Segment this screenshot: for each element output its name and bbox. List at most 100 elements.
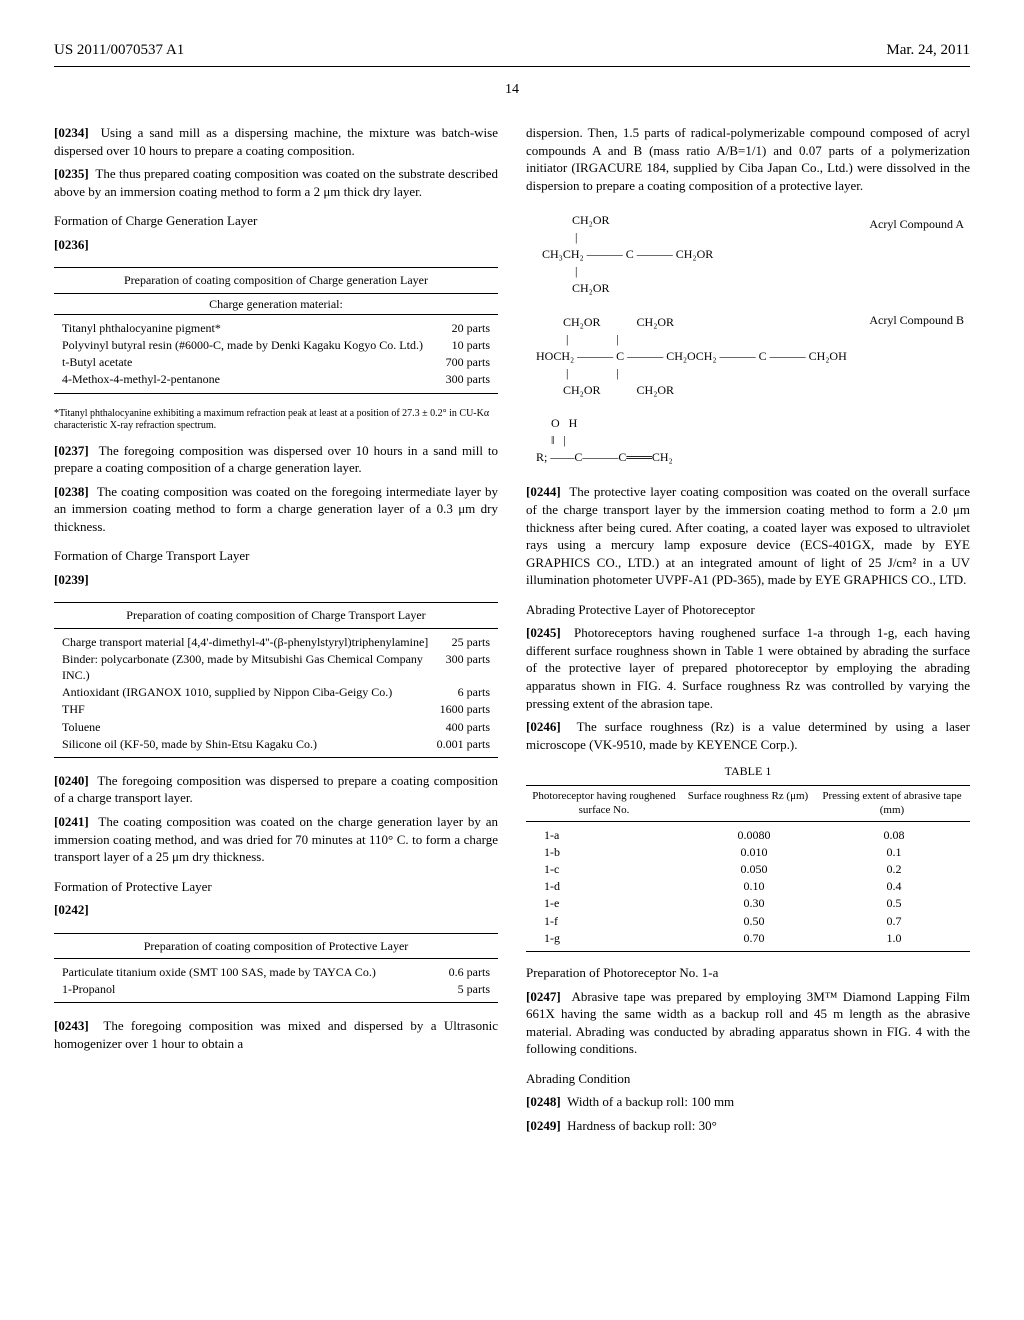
cell: THF (62, 701, 440, 717)
cell: 4-Methox-4-methyl-2-pentanone (62, 371, 446, 387)
paragraph: [0236] (54, 236, 498, 254)
paragraph: [0246] The surface roughness (Rz) is a v… (526, 718, 970, 753)
compound-label-a: Acryl Compound A (869, 216, 964, 232)
cell: 0.6 parts (449, 964, 490, 980)
cell: 6 parts (458, 684, 490, 700)
compound-label-b: Acryl Compound B (869, 312, 964, 328)
para-num: [0244] (526, 484, 561, 499)
paragraph: [0235] The thus prepared coating composi… (54, 165, 498, 200)
para-text: The coating composition was coated on th… (54, 484, 498, 534)
cell: 1-d (532, 878, 684, 894)
col-header: Photoreceptor having roughened surface N… (532, 790, 676, 816)
table-row: 1-d0.100.4 (532, 878, 964, 894)
cell: 1-e (532, 895, 684, 911)
cell: 1-f (532, 913, 684, 929)
table-1: TABLE 1 Photoreceptor having roughened s… (526, 763, 970, 952)
cell: 0.010 (684, 844, 824, 860)
paragraph: [0249] Hardness of backup roll: 30° (526, 1117, 970, 1135)
table-row: t-Butyl acetate700 parts (62, 354, 490, 370)
paragraph: [0241] The coating composition was coate… (54, 813, 498, 866)
para-text: Photoreceptors having roughened surface … (526, 625, 970, 710)
cell: Silicone oil (KF-50, made by Shin-Etsu K… (62, 736, 437, 752)
page-number: 14 (54, 81, 970, 100)
para-num: [0249] (526, 1118, 561, 1133)
doc-date: Mar. 24, 2011 (886, 40, 970, 60)
table-subtitle: Charge generation material: (54, 294, 498, 315)
para-num: [0241] (54, 814, 89, 829)
para-num: [0237] (54, 443, 89, 458)
table-row: Silicone oil (KF-50, made by Shin-Etsu K… (62, 736, 490, 752)
para-num: [0234] (54, 125, 89, 140)
cell: 0.70 (684, 930, 824, 946)
section-heading: Formation of Charge Transport Layer (54, 547, 498, 565)
table-title: Preparation of coating composition of Ch… (54, 267, 498, 293)
cell: 10 parts (452, 337, 490, 353)
two-column-layout: [0234] Using a sand mill as a dispersing… (54, 124, 970, 1140)
table-row: Toluene400 parts (62, 719, 490, 735)
para-text: The thus prepared coating composition wa… (54, 166, 498, 199)
table-title: Preparation of coating composition of Pr… (54, 933, 498, 959)
para-num: [0240] (54, 773, 89, 788)
cell: 1.0 (824, 930, 964, 946)
cell: 1-b (532, 844, 684, 860)
para-num: [0247] (526, 989, 561, 1004)
table-row: 1-b0.0100.1 (532, 844, 964, 860)
table-row: 1-Propanol5 parts (62, 981, 490, 997)
table-row: Particulate titanium oxide (SMT 100 SAS,… (62, 964, 490, 980)
cell: Polyvinyl butyral resin (#6000-C, made b… (62, 337, 452, 353)
paragraph: [0242] (54, 901, 498, 919)
para-text: The coating composition was coated on th… (54, 814, 498, 864)
table-row: Titanyl phthalocyanine pigment*20 parts (62, 320, 490, 336)
paragraph: [0247] Abrasive tape was prepared by emp… (526, 988, 970, 1058)
cell: 1-Propanol (62, 981, 458, 997)
table-row: 1-c0.0500.2 (532, 861, 964, 877)
doc-number: US 2011/0070537 A1 (54, 40, 184, 60)
para-text: The surface roughness (Rz) is a value de… (526, 719, 970, 752)
cell: 300 parts (446, 651, 490, 683)
cell: Toluene (62, 719, 446, 735)
footnote: *Titanyl phthalocyanine exhibiting a max… (54, 408, 498, 432)
paragraph: [0237] The foregoing composition was dis… (54, 442, 498, 477)
cell: 0.30 (684, 895, 824, 911)
cell: 25 parts (452, 634, 490, 650)
col-header: Pressing extent of abrasive tape (mm) (820, 790, 964, 816)
table-row: 1-a0.00800.08 (532, 827, 964, 843)
cell: 0.50 (684, 913, 824, 929)
para-num: [0239] (54, 572, 89, 587)
table-row: Binder: polycarbonate (Z300, made by Mit… (62, 651, 490, 683)
table-charge-generation: Preparation of coating composition of Ch… (54, 267, 498, 393)
table-row: 1-f0.500.7 (532, 913, 964, 929)
table-row: 1-e0.300.5 (532, 895, 964, 911)
section-heading: Preparation of Photoreceptor No. 1-a (526, 964, 970, 982)
col-header: Surface roughness Rz (μm) (676, 790, 820, 816)
paragraph-continuation: dispersion. Then, 1.5 parts of radical-p… (526, 124, 970, 194)
paragraph: [0248] Width of a backup roll: 100 mm (526, 1093, 970, 1111)
cell: 0.0080 (684, 827, 824, 843)
cell: 0.7 (824, 913, 964, 929)
table-title: Preparation of coating composition of Ch… (54, 602, 498, 628)
cell: 400 parts (446, 719, 490, 735)
table-charge-transport: Preparation of coating composition of Ch… (54, 602, 498, 758)
cell: 0.050 (684, 861, 824, 877)
para-num: [0246] (526, 719, 561, 734)
para-num: [0242] (54, 902, 89, 917)
paragraph: [0245] Photoreceptors having roughened s… (526, 624, 970, 712)
section-heading: Formation of Protective Layer (54, 878, 498, 896)
paragraph: [0243] The foregoing composition was mix… (54, 1017, 498, 1052)
cell: 0.08 (824, 827, 964, 843)
cell: Particulate titanium oxide (SMT 100 SAS,… (62, 964, 449, 980)
section-heading: Formation of Charge Generation Layer (54, 212, 498, 230)
cell: 0.5 (824, 895, 964, 911)
paragraph: [0244] The protective layer coating comp… (526, 483, 970, 588)
cell: 700 parts (446, 354, 490, 370)
para-text: Abrasive tape was prepared by employing … (526, 989, 970, 1057)
cell: 0.10 (684, 878, 824, 894)
cell: 0.4 (824, 878, 964, 894)
para-num: [0248] (526, 1094, 561, 1109)
cell: 0.1 (824, 844, 964, 860)
para-num: [0236] (54, 237, 89, 252)
paragraph: [0234] Using a sand mill as a dispersing… (54, 124, 498, 159)
table-row: Charge transport material [4,4'-dimethyl… (62, 634, 490, 650)
table-row: 1-g0.701.0 (532, 930, 964, 946)
para-num: [0235] (54, 166, 89, 181)
